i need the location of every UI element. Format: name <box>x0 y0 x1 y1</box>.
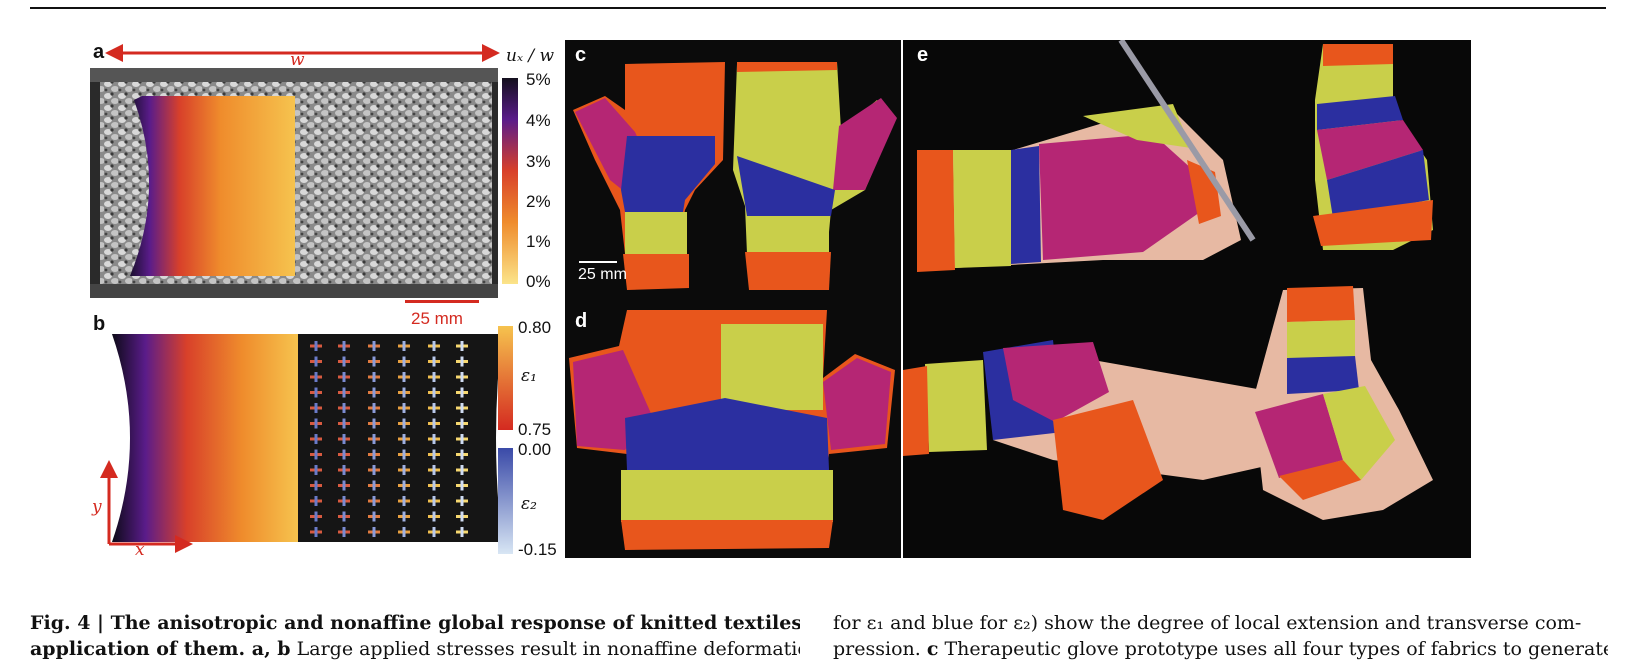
caption-title-cont: application of them. a, b <box>30 638 291 660</box>
panel-d-photo-glove-open <box>565 298 901 558</box>
panel-c-scale-bar: 25 mm <box>578 266 627 283</box>
panel-e-photo-gloves-worn <box>903 40 1471 558</box>
panel-b-strain-map <box>112 334 502 542</box>
caption-panel-ref: c <box>926 638 939 660</box>
caption-text: Large applied stresses result in nonaffi… <box>290 638 800 660</box>
eps1-tick: 0.75 <box>518 420 552 439</box>
colorbar-title: uₓ / w <box>506 46 555 66</box>
panel-d-label: d <box>575 310 588 332</box>
eps2-tick: 0.00 <box>518 440 552 459</box>
panel-c-photo-gloves-flat <box>565 40 901 298</box>
colorbar-tick: 4% <box>526 111 551 130</box>
colorbar-tick: 3% <box>526 152 551 171</box>
caption-right-line-2: pression. c Therapeutic glove prototype … <box>833 636 1608 662</box>
xy-axes <box>100 460 193 553</box>
axis-y-label: y <box>92 497 102 517</box>
eps1-label: ε₁ <box>521 366 537 386</box>
caption-right-prefix: pression. <box>833 638 927 660</box>
width-arrow <box>105 44 500 62</box>
colorbar-tick: 2% <box>526 192 551 211</box>
eps2-tick: -0.15 <box>518 540 557 559</box>
panel-a-image <box>90 68 498 298</box>
top-rule <box>30 7 1606 9</box>
caption-left-column: Fig. 4 | The anisotropic and nonaffine g… <box>30 610 800 662</box>
caption-title: The anisotropic and nonaffine global res… <box>110 612 800 634</box>
scale-bar <box>405 300 479 303</box>
caption-line-1: Fig. 4 | The anisotropic and nonaffine g… <box>30 610 800 636</box>
caption-right-line-1: for ε₁ and blue for ε₂) show the degree … <box>833 612 1582 634</box>
colorbar-tick: 0% <box>526 272 551 291</box>
panel-b-label: b <box>93 313 106 335</box>
caption-line-2: application of them. a, b Large applied … <box>30 636 800 662</box>
figure-number: Fig. 4 | <box>30 612 111 634</box>
eps1-tick: 0.80 <box>518 318 552 337</box>
caption-right-text: Therapeutic glove prototype uses all fou… <box>938 638 1608 660</box>
colorbar-displacement <box>502 78 518 284</box>
panel-c-label: c <box>575 44 587 66</box>
panel-e-label: e <box>917 44 929 66</box>
width-label: w <box>290 50 305 70</box>
axis-x-label: x <box>135 540 145 560</box>
colorbar-tick: 1% <box>526 232 551 251</box>
caption-right-column: for ε₁ and blue for ε₂) show the degree … <box>833 610 1608 662</box>
colorbar-tick: 5% <box>526 70 551 89</box>
eps2-label: ε₂ <box>521 494 537 514</box>
scale-bar-label: 25 mm <box>411 309 463 328</box>
colorbar-strain <box>498 326 513 554</box>
panel-a-label: a <box>93 41 105 63</box>
